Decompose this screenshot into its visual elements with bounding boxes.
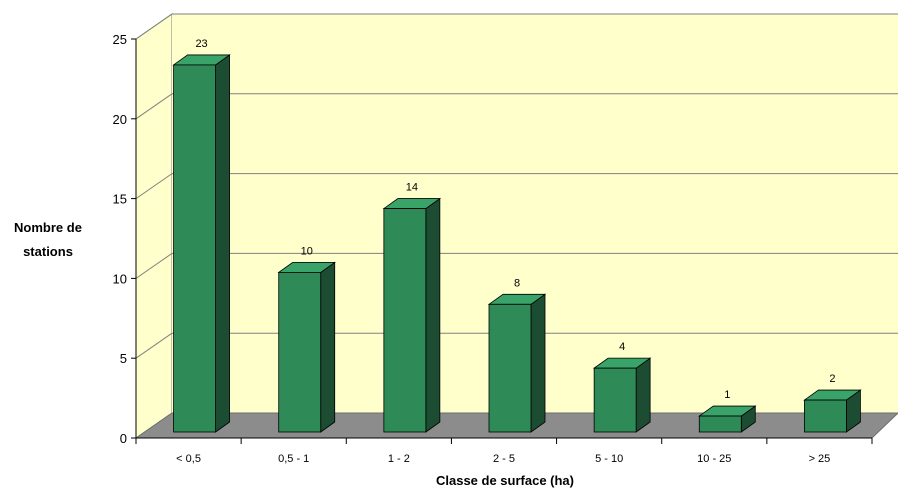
x-tick-label: 10 - 25: [697, 453, 731, 465]
bar-front: [173, 64, 216, 433]
x-tick-label: 0,5 - 1: [278, 453, 309, 465]
bar-front: [698, 415, 742, 433]
y-axis-title-line-2: stations: [23, 244, 73, 259]
bar: [592, 357, 652, 433]
bar-front: [383, 208, 427, 433]
y-tick-label: 10: [113, 271, 127, 286]
bar-side: [320, 261, 336, 433]
data-label: 4: [619, 341, 625, 353]
bar-side: [215, 54, 230, 433]
bar-side: [635, 357, 651, 433]
gridline-diagonal: [135, 173, 173, 200]
bar-front: [593, 367, 637, 433]
bar: [277, 261, 336, 433]
data-label: 8: [514, 277, 520, 289]
y-axis-title-line-1: Nombre de: [14, 220, 82, 235]
data-label: 23: [195, 38, 207, 50]
x-axis: < 0,5 0,5 - 1 1 - 2 2 - 5 5 - 10 10 - 25 > 25: [135, 437, 873, 465]
bars: [172, 54, 862, 433]
x-tick-label: < 0,5: [176, 453, 201, 465]
y-axis: 0 5 10 15 20 25: [113, 32, 137, 446]
bar: [803, 389, 862, 433]
x-axis-title: Classe de surface (ha): [436, 473, 574, 488]
bar: [487, 293, 547, 433]
bar-front: [488, 303, 532, 433]
data-label: 14: [406, 182, 418, 194]
y-tick-label: 25: [113, 32, 127, 47]
x-tick-label: 1 - 2: [388, 453, 410, 465]
side-wall: [135, 13, 173, 439]
bar-side: [530, 293, 546, 433]
gridline-diagonal: [135, 13, 173, 40]
back-wall: [172, 14, 898, 413]
y-tick-label: 0: [120, 431, 127, 446]
data-label: 1: [724, 389, 730, 401]
y-tick-label: 20: [113, 112, 127, 127]
bar-front: [278, 271, 322, 433]
x-tick-label: 5 - 10: [595, 453, 623, 465]
gridline-diagonal: [135, 252, 173, 279]
y-tick-label: 5: [120, 351, 127, 366]
gridlines: [135, 13, 898, 359]
bar-front: [804, 399, 847, 433]
y-tick-label: 15: [113, 192, 127, 207]
gridline-diagonal: [135, 332, 173, 359]
data-labels: 23 10 14 8 4 1 2: [195, 38, 835, 401]
x-tick-label: > 25: [809, 453, 831, 465]
bar-side: [425, 197, 441, 433]
bar: [698, 405, 757, 433]
gridline-diagonal: [135, 93, 173, 120]
bar: [172, 54, 231, 433]
data-label: 2: [829, 373, 835, 385]
bar: [382, 197, 442, 433]
data-label: 10: [301, 245, 313, 257]
x-tick-label: 2 - 5: [493, 453, 515, 465]
